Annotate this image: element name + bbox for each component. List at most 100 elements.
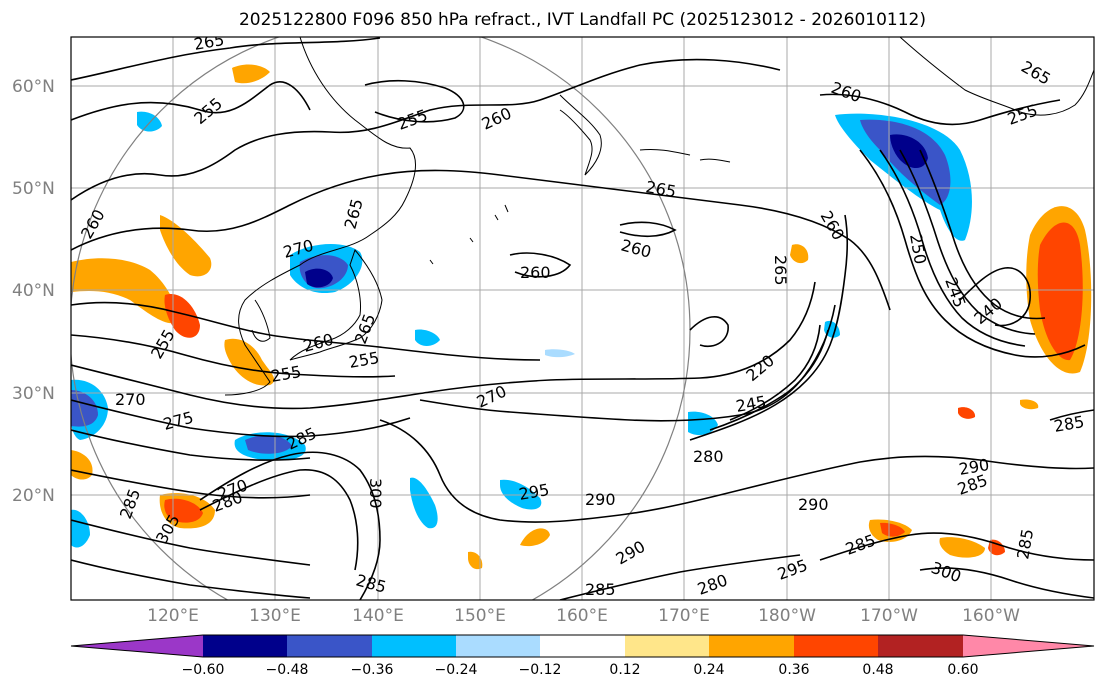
lat-label: 50°N [12, 179, 55, 199]
contour-line [71, 399, 411, 438]
contour-line [71, 281, 816, 410]
contour-line [619, 221, 677, 238]
colorbar-segment [709, 635, 794, 657]
shading-patch [988, 539, 1005, 556]
colorbar-segment [456, 635, 540, 657]
colorbar-tick-label: −0.60 [181, 662, 225, 678]
lon-label: 170°E [658, 606, 710, 626]
contour-label: 290 [798, 495, 829, 514]
japan-coastline [289, 248, 383, 361]
colorbar-arrow-right [963, 635, 1094, 657]
lon-label: 150°E [454, 606, 506, 626]
contour-line [1049, 409, 1094, 421]
contour-line [509, 252, 572, 278]
lat-label: 40°N [12, 281, 55, 301]
shading-patch [305, 268, 333, 288]
colorbar-tick-label: −0.24 [434, 662, 478, 678]
contour-line [379, 419, 1094, 523]
contour-label: 300 [366, 478, 385, 509]
contour-line [71, 469, 311, 499]
shading-patch [1020, 399, 1039, 410]
contour-line [71, 81, 311, 121]
shading-patch [232, 64, 270, 84]
contour-label: 290 [585, 490, 616, 509]
contour-line [919, 567, 1094, 599]
lon-label: 180°W [758, 606, 816, 626]
colorbar-tick-label: 0.48 [862, 662, 894, 678]
shading-patch [790, 244, 809, 264]
colorbar-outline [70, 634, 1095, 658]
colorbar-tick-label: −0.48 [265, 662, 309, 678]
lon-label: 140°E [352, 606, 404, 626]
shading-patch [468, 551, 483, 570]
lon-label: 170°W [860, 606, 918, 626]
contour-label: 265 [771, 255, 790, 286]
contour-line [71, 334, 396, 378]
shading-patch [958, 407, 976, 419]
plot-frame [70, 36, 1095, 601]
shading-patch [520, 528, 550, 547]
colorbar-tick-label: 0.60 [947, 662, 979, 678]
lon-label: 120°E [147, 606, 199, 626]
plot-area: 265 255 255 260 260 265 265 255 260 265 … [71, 30, 1094, 600]
shading-patch [224, 338, 275, 386]
contour-line [919, 149, 1046, 320]
contour-line [819, 93, 1061, 126]
contours [71, 37, 1094, 600]
contour-label: 260 [520, 263, 551, 282]
contour-label: 285 [585, 580, 616, 599]
contour-line [959, 267, 1031, 327]
kamchatka-coastline [559, 94, 602, 176]
lat-label: 30°N [12, 384, 55, 404]
shading-patch [71, 450, 93, 480]
aleutian-islands [639, 149, 731, 163]
contour-line [71, 37, 381, 81]
colorbar-tick-label: −0.12 [518, 662, 562, 678]
contour-line [71, 519, 311, 566]
colorbar-tick-label: 0.24 [693, 662, 725, 678]
shading-patch [1037, 222, 1083, 361]
lat-label: 60°N [12, 77, 55, 97]
contour-line [199, 469, 359, 571]
shading-patch [410, 477, 438, 529]
contour-line [559, 554, 801, 600]
colorbar-segment [203, 635, 287, 657]
shading-patch [71, 509, 90, 548]
island-chain [429, 204, 509, 265]
contour-label: 280 [693, 447, 724, 466]
contour-line [709, 329, 829, 431]
lon-label: 160°W [962, 606, 1020, 626]
contour-line [71, 169, 891, 311]
shading-patch [890, 134, 928, 169]
colorbar-segment [794, 635, 878, 657]
shading-patch [939, 537, 985, 558]
shading-patch [545, 349, 575, 358]
shading-patch [245, 435, 292, 454]
contour-line [689, 214, 849, 441]
contour-label: 270 [115, 390, 146, 409]
contour-label: 265 [192, 30, 225, 54]
colorbar-segment [287, 635, 372, 657]
alaska-coastline [899, 37, 1094, 116]
map-title: 2025122800 F096 850 hPa refract., IVT La… [238, 10, 926, 30]
gridlines [71, 37, 1094, 600]
contour-line [71, 559, 311, 599]
colorbar-segment [372, 635, 456, 657]
contour-line [729, 324, 821, 421]
colorbar-segment [878, 635, 963, 657]
lon-label: 130°E [249, 606, 301, 626]
shading-patch [880, 522, 905, 537]
contour-label-group: 265 255 255 260 260 265 265 255 260 265 … [77, 30, 1086, 599]
contour-line [689, 316, 729, 347]
shading-patch [164, 498, 203, 523]
colorbar [70, 634, 1095, 658]
contour-line [364, 79, 465, 123]
contour-line [879, 149, 1026, 347]
colorbar-tick-label: 0.12 [609, 662, 641, 678]
contour-line [859, 149, 1086, 358]
shading-patch [415, 329, 440, 346]
colorbar-segment [625, 635, 709, 657]
colorbar-tick-label: −0.36 [350, 662, 394, 678]
contour-line [819, 532, 1094, 561]
